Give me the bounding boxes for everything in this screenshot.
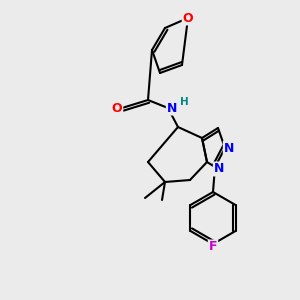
Text: H: H: [180, 97, 188, 107]
Text: N: N: [167, 101, 177, 115]
Text: F: F: [209, 241, 217, 254]
Text: O: O: [183, 11, 193, 25]
Text: N: N: [214, 163, 224, 176]
Text: N: N: [224, 142, 234, 154]
Text: O: O: [112, 101, 122, 115]
